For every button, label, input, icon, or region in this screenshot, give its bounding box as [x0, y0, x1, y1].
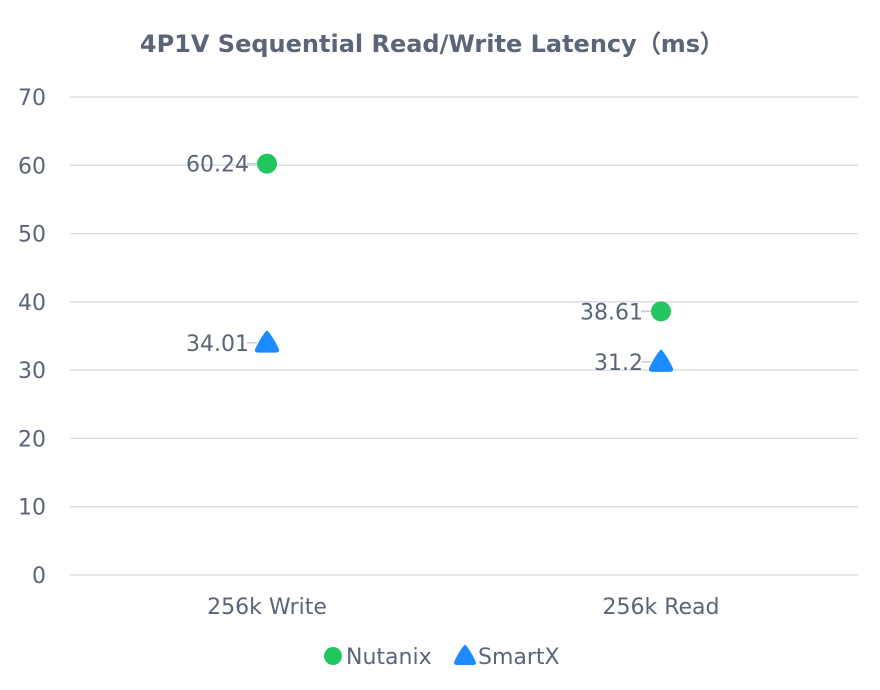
- gridlines: [70, 96, 858, 576]
- data-label: 31.2: [594, 351, 643, 376]
- data-label: 60.24: [186, 153, 249, 178]
- y-tick-label: 30: [18, 359, 46, 384]
- y-tick-label: 50: [18, 223, 46, 248]
- legend-label: SmartX: [478, 645, 560, 670]
- legend-marker-smartx: [454, 644, 476, 665]
- data-point-smartx: [648, 349, 674, 372]
- x-category-label: 256k Write: [207, 595, 327, 620]
- data-marks: 60.24 38.61 34.01 31.2: [186, 153, 674, 376]
- data-point-nutanix: [257, 153, 277, 174]
- y-axis-ticks: 0 10 20 30 40 50 60 70: [18, 86, 46, 589]
- y-tick-label: 10: [18, 496, 46, 521]
- data-point-nutanix: [651, 301, 671, 322]
- y-tick-label: 40: [18, 291, 46, 316]
- chart-title: 4P1V Sequential Read/Write Latency（ms）: [140, 30, 724, 58]
- x-axis-categories: 256k Write 256k Read: [207, 595, 719, 620]
- legend: Nutanix SmartX: [324, 644, 560, 670]
- x-category-label: 256k Read: [602, 595, 719, 620]
- y-tick-label: 20: [18, 427, 46, 452]
- y-tick-label: 0: [32, 564, 46, 589]
- data-label: 34.01: [186, 332, 249, 357]
- legend-label: Nutanix: [346, 645, 432, 670]
- data-label: 38.61: [580, 300, 643, 325]
- y-tick-label: 60: [18, 154, 46, 179]
- legend-marker-nutanix: [324, 647, 342, 665]
- y-tick-label: 70: [18, 86, 46, 111]
- data-point-smartx: [254, 330, 280, 353]
